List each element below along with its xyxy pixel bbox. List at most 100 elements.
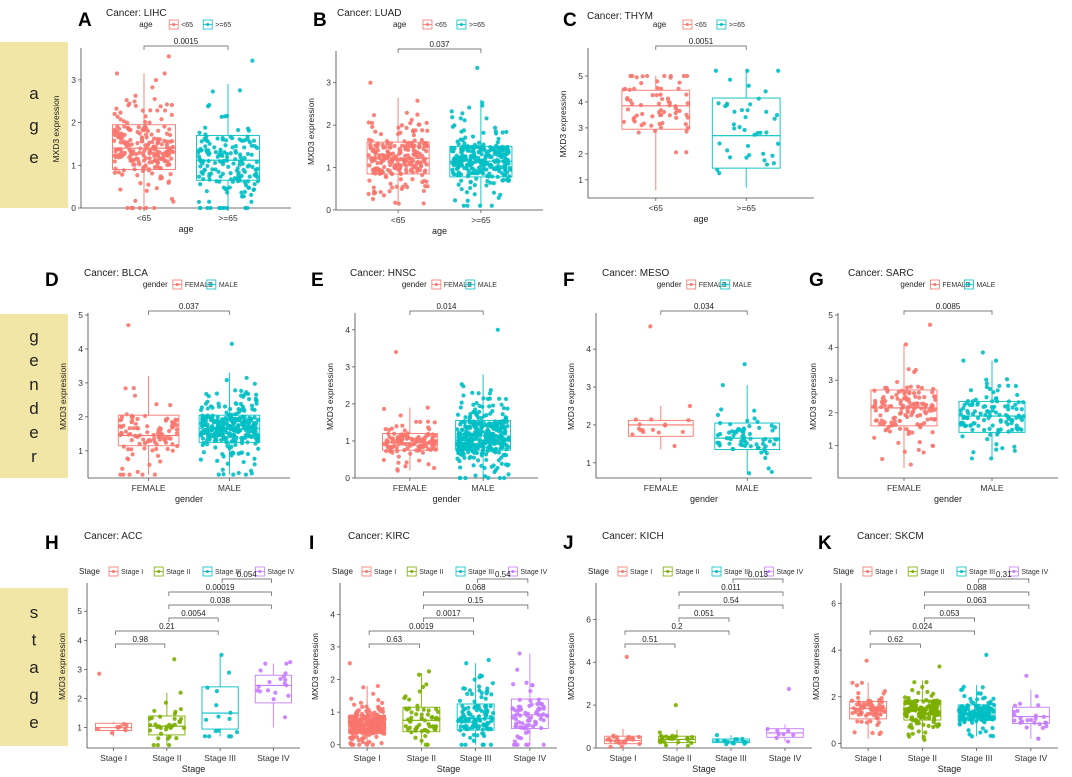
legend-key-0 bbox=[686, 279, 697, 290]
data-point bbox=[420, 450, 425, 455]
data-point bbox=[422, 718, 428, 723]
y-tick-label: 5 bbox=[828, 310, 833, 320]
data-point bbox=[215, 136, 220, 141]
data-point bbox=[506, 472, 511, 477]
data-point bbox=[177, 719, 183, 725]
data-point bbox=[407, 162, 412, 167]
data-point bbox=[495, 174, 500, 180]
box-1 bbox=[711, 68, 781, 188]
data-point bbox=[370, 742, 375, 747]
data-point bbox=[206, 158, 211, 164]
data-point bbox=[399, 186, 404, 192]
data-point bbox=[759, 450, 764, 455]
data-point bbox=[489, 692, 494, 697]
data-point bbox=[229, 341, 234, 346]
data-point bbox=[382, 731, 387, 736]
data-point bbox=[732, 429, 737, 435]
legend-key-3 bbox=[507, 566, 518, 577]
data-point bbox=[424, 162, 429, 167]
data-point bbox=[1010, 405, 1015, 410]
data-point bbox=[459, 382, 464, 387]
data-point bbox=[922, 409, 927, 414]
box-iqr bbox=[201, 686, 239, 730]
data-point bbox=[648, 324, 653, 329]
data-point bbox=[427, 427, 432, 432]
legend-key-1 bbox=[716, 19, 727, 30]
box-2 bbox=[712, 733, 750, 747]
data-point bbox=[990, 734, 996, 739]
data-point bbox=[200, 161, 205, 166]
data-point bbox=[536, 697, 541, 702]
bracket-line bbox=[655, 45, 747, 50]
data-point bbox=[237, 137, 242, 142]
data-point bbox=[129, 414, 134, 420]
data-point bbox=[880, 456, 885, 462]
data-point bbox=[402, 428, 407, 433]
data-point bbox=[874, 418, 879, 423]
data-point bbox=[498, 192, 503, 197]
data-point bbox=[512, 739, 517, 744]
data-point bbox=[426, 462, 431, 467]
data-point bbox=[461, 203, 466, 208]
data-point bbox=[497, 426, 502, 431]
data-point bbox=[395, 467, 400, 472]
data-point bbox=[506, 178, 511, 183]
data-point bbox=[462, 686, 467, 691]
data-point bbox=[480, 742, 485, 747]
data-point bbox=[396, 168, 401, 173]
data-point bbox=[463, 415, 468, 420]
data-point bbox=[206, 394, 211, 399]
data-point bbox=[360, 736, 365, 741]
data-point bbox=[931, 719, 936, 725]
data-point bbox=[371, 189, 377, 194]
data-point bbox=[135, 416, 140, 422]
data-point bbox=[1017, 701, 1023, 706]
data-point bbox=[911, 705, 916, 710]
data-point bbox=[916, 390, 921, 395]
data-point bbox=[252, 462, 257, 467]
data-point bbox=[685, 736, 690, 741]
data-point bbox=[222, 404, 228, 409]
data-point bbox=[686, 418, 691, 423]
y-axis-label: MXD3 expression bbox=[808, 363, 818, 430]
data-point bbox=[373, 150, 378, 155]
data-point bbox=[252, 381, 257, 386]
data-point bbox=[895, 396, 900, 401]
legend-key-3 bbox=[254, 566, 265, 577]
data-point bbox=[459, 187, 464, 192]
comparison-bracket-0: 0.037 bbox=[397, 40, 482, 53]
bracket-line bbox=[477, 578, 529, 583]
comparison-bracket-1: 0.2 bbox=[624, 622, 730, 635]
data-point bbox=[118, 117, 123, 122]
data-point bbox=[871, 708, 876, 714]
data-point bbox=[982, 427, 987, 433]
data-point bbox=[486, 431, 491, 436]
data-point bbox=[367, 163, 372, 168]
data-point bbox=[421, 201, 426, 206]
data-point bbox=[475, 458, 481, 463]
data-point bbox=[356, 738, 362, 743]
data-point bbox=[725, 148, 730, 153]
data-point bbox=[785, 739, 791, 744]
data-point bbox=[1012, 703, 1018, 708]
data-point bbox=[413, 439, 418, 444]
data-point bbox=[930, 390, 935, 395]
data-point bbox=[354, 715, 359, 721]
data-point bbox=[214, 689, 220, 694]
data-point bbox=[169, 102, 174, 108]
data-point bbox=[247, 425, 252, 431]
bracket-line bbox=[397, 48, 482, 53]
data-point bbox=[230, 145, 235, 150]
data-point bbox=[392, 431, 397, 436]
data-point bbox=[420, 172, 425, 178]
data-point bbox=[463, 719, 468, 724]
data-point bbox=[431, 439, 436, 445]
data-point bbox=[463, 445, 468, 450]
data-point bbox=[178, 690, 183, 695]
data-point bbox=[368, 80, 373, 85]
data-point bbox=[985, 437, 990, 442]
data-point bbox=[980, 685, 985, 690]
legend-label: <65 bbox=[181, 22, 193, 29]
data-point bbox=[877, 703, 882, 708]
data-point bbox=[927, 715, 932, 721]
